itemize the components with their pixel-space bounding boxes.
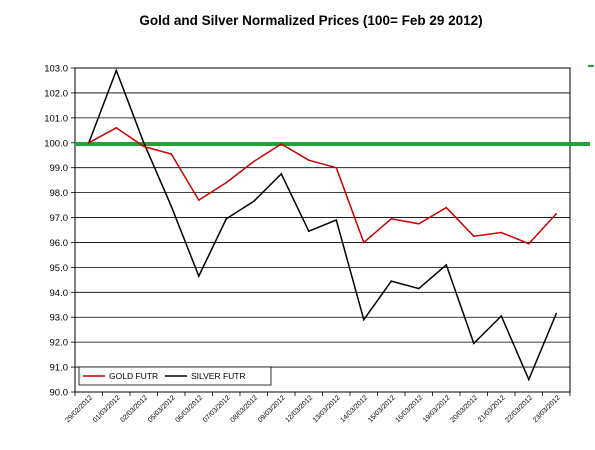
data-point-silver xyxy=(115,69,118,72)
x-tick-label: 13/03/2012 xyxy=(312,394,342,424)
series-line-silver xyxy=(88,68,557,382)
data-point-silver xyxy=(390,280,393,282)
y-tick-label: 93.0 xyxy=(50,313,69,324)
x-tick-label: 15/03/2012 xyxy=(367,394,397,424)
x-tick-label: 16/03/2012 xyxy=(394,394,424,424)
data-point-silver xyxy=(280,173,283,175)
chart-title: Gold and Silver Normalized Prices (100= … xyxy=(139,13,482,28)
data-point-silver xyxy=(472,342,475,345)
y-tick-label: 103.0 xyxy=(44,64,68,75)
data-point-silver xyxy=(225,217,228,220)
data-point-gold xyxy=(280,143,283,145)
legend: GOLD FUTR SILVER FUTR xyxy=(78,366,272,386)
data-point-gold xyxy=(555,213,558,215)
x-tick-label: 07/03/2012 xyxy=(202,394,232,424)
y-tick-label: 99.0 xyxy=(50,163,69,174)
x-tick-label: 02/03/2012 xyxy=(119,394,149,424)
x-tick-label: 23/03/2012 xyxy=(532,394,562,424)
data-point-silver xyxy=(142,141,145,144)
y-tick-label: 91.0 xyxy=(50,363,69,374)
y-tick-label: 98.0 xyxy=(50,188,69,199)
y-tick-label: 90.0 xyxy=(50,388,69,399)
x-tick-label: 12/03/2012 xyxy=(284,394,314,424)
legend-label-gold: GOLD FUTR xyxy=(109,371,158,381)
x-tick-label: 09/03/2012 xyxy=(257,394,287,424)
x-tick-label: 29/02/2012 xyxy=(64,394,94,424)
x-tick-label: 19/03/2012 xyxy=(422,394,452,424)
data-point-silver xyxy=(555,312,558,315)
data-point-gold xyxy=(390,217,393,220)
data-point-silver xyxy=(500,315,503,317)
data-point-silver xyxy=(170,205,173,208)
data-point-silver xyxy=(362,318,365,321)
data-point-gold xyxy=(362,241,365,244)
data-point-silver xyxy=(335,219,338,221)
data-point-silver xyxy=(527,378,530,381)
x-tick-label: 14/03/2012 xyxy=(339,394,369,424)
x-tick-label: 06/03/2012 xyxy=(174,394,204,424)
data-point-gold xyxy=(170,153,173,155)
data-point-gold xyxy=(87,141,90,144)
data-point-silver xyxy=(252,200,255,203)
x-tick-label: 05/03/2012 xyxy=(147,394,177,424)
x-tick-label: 21/03/2012 xyxy=(477,394,507,424)
plot-frame xyxy=(74,67,571,393)
data-point-gold xyxy=(335,166,338,169)
series-line-gold xyxy=(88,126,557,245)
data-point-gold xyxy=(252,160,255,163)
y-tick-label: 92.0 xyxy=(50,338,69,349)
data-point-gold xyxy=(417,222,420,225)
data-point-gold xyxy=(307,159,310,162)
y-tick-label: 100.0 xyxy=(44,138,68,149)
legend-label-silver: SILVER FUTR xyxy=(191,371,246,381)
x-tick-label: 22/03/2012 xyxy=(504,394,534,424)
y-tick-label: 102.0 xyxy=(44,88,68,99)
data-point-silver xyxy=(307,230,310,233)
data-point-gold xyxy=(225,181,228,184)
data-point-gold xyxy=(472,235,475,238)
data-point-gold xyxy=(445,206,448,209)
data-point-gold xyxy=(115,127,118,129)
data-point-gold xyxy=(142,145,145,148)
y-tick-label: 97.0 xyxy=(50,213,69,224)
y-tick-label: 94.0 xyxy=(50,288,69,299)
plot-area: 103.0 102.0 101.0 100.0 99.0 98.0 97.0 96.0 95.0… xyxy=(44,64,594,424)
y-tick-label: 101.0 xyxy=(44,113,68,124)
x-tick-label: 20/03/2012 xyxy=(449,394,479,424)
x-tick-label: 08/03/2012 xyxy=(229,394,259,424)
data-point-gold xyxy=(500,231,503,234)
x-tick-label: 01/03/2012 xyxy=(92,394,122,424)
data-point-silver xyxy=(417,287,420,290)
data-point-silver xyxy=(445,264,448,266)
data-point-silver xyxy=(197,275,200,277)
data-point-gold xyxy=(527,242,530,245)
y-tick-label: 96.0 xyxy=(50,238,69,249)
data-point-gold xyxy=(197,199,200,201)
y-tick-label: 95.0 xyxy=(50,263,69,274)
